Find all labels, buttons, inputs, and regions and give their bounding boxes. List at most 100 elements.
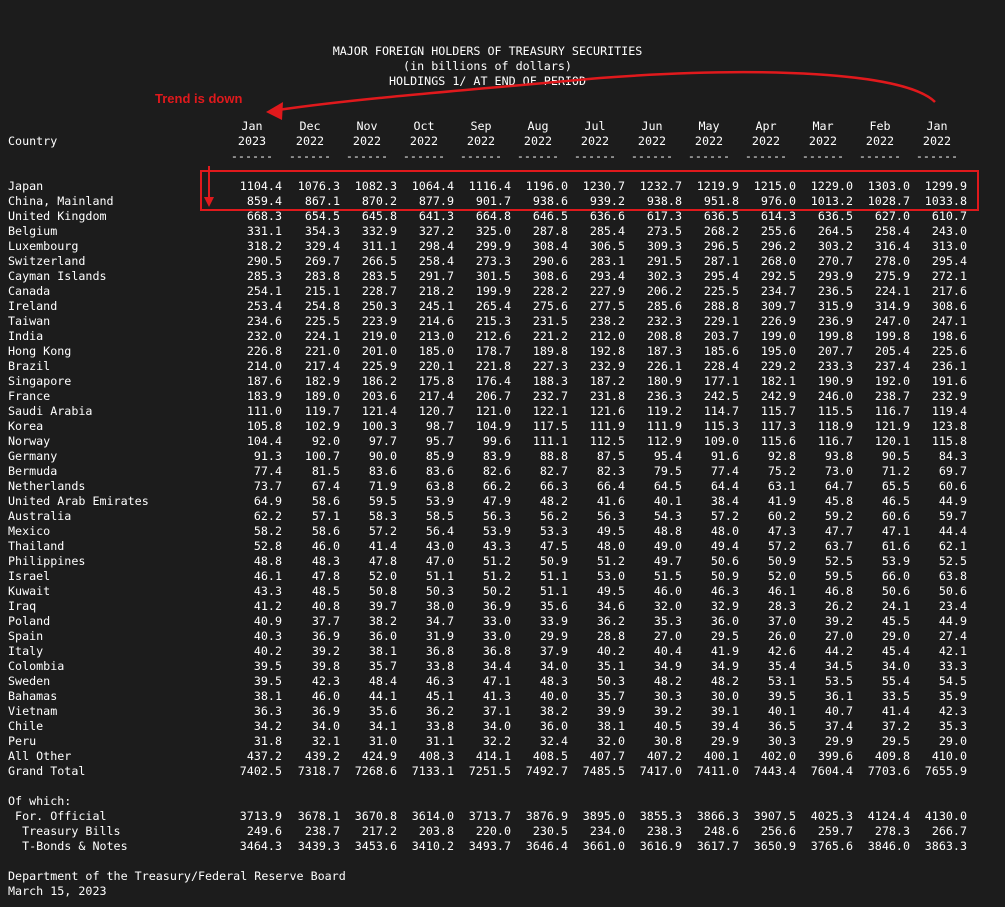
table-cell-value: 318.2 [246,239,282,253]
table-cell-value: 52.0 [368,569,397,583]
table-cell-value: 41.3 [482,689,511,703]
table-cell-value: 48.2 [653,674,682,688]
table-cell-value: 32.1 [311,734,340,748]
table-cell-value: 217.6 [931,284,967,298]
table-cell-value: 115.7 [760,404,796,418]
table-row-country: Chile [8,719,44,733]
table-cell-value: 34.5 [824,659,853,673]
table-cell-value: 35.3 [653,614,682,628]
table-cell-value: 199.8 [817,329,853,343]
table-cell-value: 119.4 [931,404,967,418]
table-cell-value: 30.8 [653,734,682,748]
table-row-country: Brazil [8,359,51,373]
of-which-cell-value: 3661.0 [582,839,625,853]
table-cell-value: 7655.9 [924,764,967,778]
table-cell-value: 33.8 [425,719,454,733]
table-cell-value: 636.5 [817,209,853,223]
of-which-label: Of which: [8,794,72,808]
table-cell-value: 424.9 [361,749,397,763]
table-cell-value: 47.1 [881,524,910,538]
table-cell-value: 43.0 [425,539,454,553]
table-cell-value: 83.6 [425,464,454,478]
table-row-country: Philippines [8,554,86,568]
header-month: Dec [299,119,321,133]
table-cell-value: 258.4 [874,224,910,238]
header-year: 2022 [580,134,610,148]
table-cell-value: 308.6 [931,299,967,313]
table-cell-value: 44.4 [938,524,967,538]
of-which-row-label: Treasury Bills [8,824,121,838]
table-cell-value: 654.5 [304,209,340,223]
table-cell-value: 56.2 [539,509,568,523]
table-cell-value: 41.9 [767,494,796,508]
of-which-cell-value: 3876.9 [525,809,568,823]
table-cell-value: 273.5 [646,224,682,238]
table-cell-value: 234.7 [760,284,796,298]
table-row-country: Vietnam [8,704,58,718]
table-row-country: Peru [8,734,37,748]
of-which-cell-value: 3895.0 [582,809,625,823]
table-cell-value: 187.3 [646,344,682,358]
header-year: 2022 [694,134,724,148]
table-cell-value: 206.7 [475,389,511,403]
table-cell-value: 39.2 [311,644,340,658]
table-cell-value: 30.3 [767,734,796,748]
table-cell-value: 224.1 [304,329,340,343]
table-cell-value: 1064.4 [411,179,454,193]
table-cell-value: 47.8 [368,554,397,568]
table-cell-value: 34.0 [539,659,568,673]
table-cell-value: 225.5 [304,314,340,328]
table-cell-value: 35.7 [596,689,625,703]
header-separator: ------ [744,149,788,163]
table-cell-value: 199.8 [874,329,910,343]
table-cell-value: 189.0 [304,389,340,403]
table-cell-value: 115.6 [760,434,796,448]
table-cell-value: 57.1 [311,509,340,523]
table-cell-value: 50.2 [482,584,511,598]
header-separator: ------ [345,149,389,163]
table-cell-value: 870.2 [361,194,397,208]
table-cell-value: 227.9 [589,284,625,298]
table-cell-value: 1229.0 [810,179,853,193]
of-which-cell-value: 238.7 [304,824,340,838]
table-cell-value: 183.9 [246,389,282,403]
table-row-country: Spain [8,629,44,643]
table-cell-value: 59.7 [938,509,967,523]
table-cell-value: 90.0 [368,449,397,463]
table-cell-value: 38.2 [539,704,568,718]
table-cell-value: 40.4 [653,644,682,658]
table-row-country: Thailand [8,539,65,553]
table-cell-value: 64.7 [824,479,853,493]
of-which-row-label: T-Bonds & Notes [8,839,128,853]
table-cell-value: 42.3 [938,704,967,718]
table-cell-value: 295.4 [703,269,739,283]
of-which-cell-value: 4124.4 [867,809,910,823]
table-row-country: India [8,329,44,343]
table-cell-value: 62.1 [938,539,967,553]
table-cell-value: 58.2 [253,524,282,538]
table-cell-value: 408.5 [532,749,568,763]
table-cell-value: 46.3 [710,584,739,598]
table-cell-value: 207.7 [817,344,853,358]
table-cell-value: 48.3 [311,554,340,568]
table-cell-value: 36.5 [767,719,796,733]
table-cell-value: 301.5 [475,269,511,283]
table-cell-value: 47.5 [539,539,568,553]
table-cell-value: 46.1 [767,584,796,598]
of-which-cell-value: 3439.3 [297,839,340,853]
table-cell-value: 27.0 [824,629,853,643]
table-cell-value: 7318.7 [297,764,340,778]
table-cell-value: 253.4 [246,299,282,313]
of-which-cell-value: 248.6 [703,824,739,838]
table-cell-value: 37.4 [824,719,853,733]
table-cell-value: 265.4 [475,299,511,313]
table-cell-value: 34.7 [425,614,454,628]
table-cell-value: 31.1 [425,734,454,748]
table-cell-value: 290.5 [246,254,282,268]
header-year: 2022 [637,134,667,148]
table-cell-value: 50.9 [539,554,568,568]
header-year: 2022 [808,134,838,148]
table-cell-value: 39.2 [824,614,853,628]
table-row-country: Switzerland [8,254,86,268]
table-cell-value: 39.4 [710,719,739,733]
